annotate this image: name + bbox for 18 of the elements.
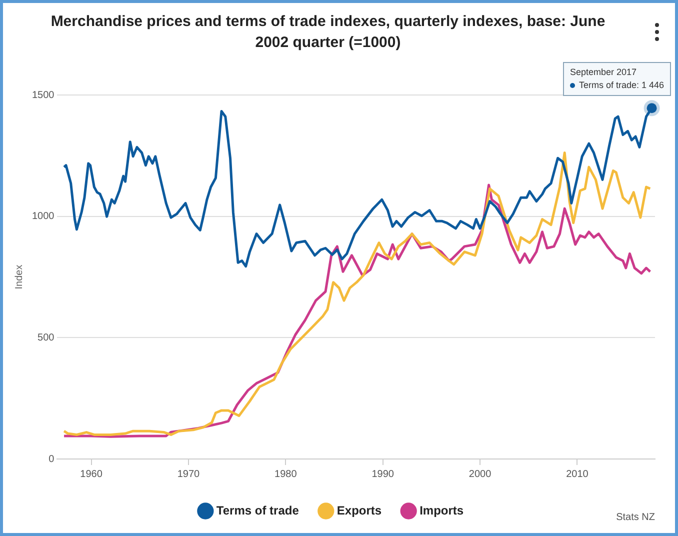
legend-label: Imports [420,503,464,518]
y-tick-label: 1500 [32,90,55,101]
x-tick-label: 1980 [274,468,298,480]
y-tick-label: 0 [48,454,55,465]
y-tick-label: 1000 [32,211,55,222]
x-tick-label: 1990 [372,468,394,480]
legend-label: Terms of trade [216,503,300,518]
chart-title: Merchandise prices and terms of trade indexes, quarterly indexes, base: June 2002 quarter (=1000) [50,12,606,53]
x-tick-label: 1970 [177,468,200,480]
text: Stats NZ [616,512,655,523]
x-tick-label: 1960 [80,468,103,480]
text: Terms of trade: 1 446 [579,80,664,90]
text: September 2017 [570,67,637,78]
y-axis-title: Index [14,264,25,290]
legend-label: Exports [336,503,382,518]
x-tick-label: 2010 [566,468,589,480]
y-tick-label: 500 [38,332,55,344]
x-tick-label: 2000 [468,468,492,480]
